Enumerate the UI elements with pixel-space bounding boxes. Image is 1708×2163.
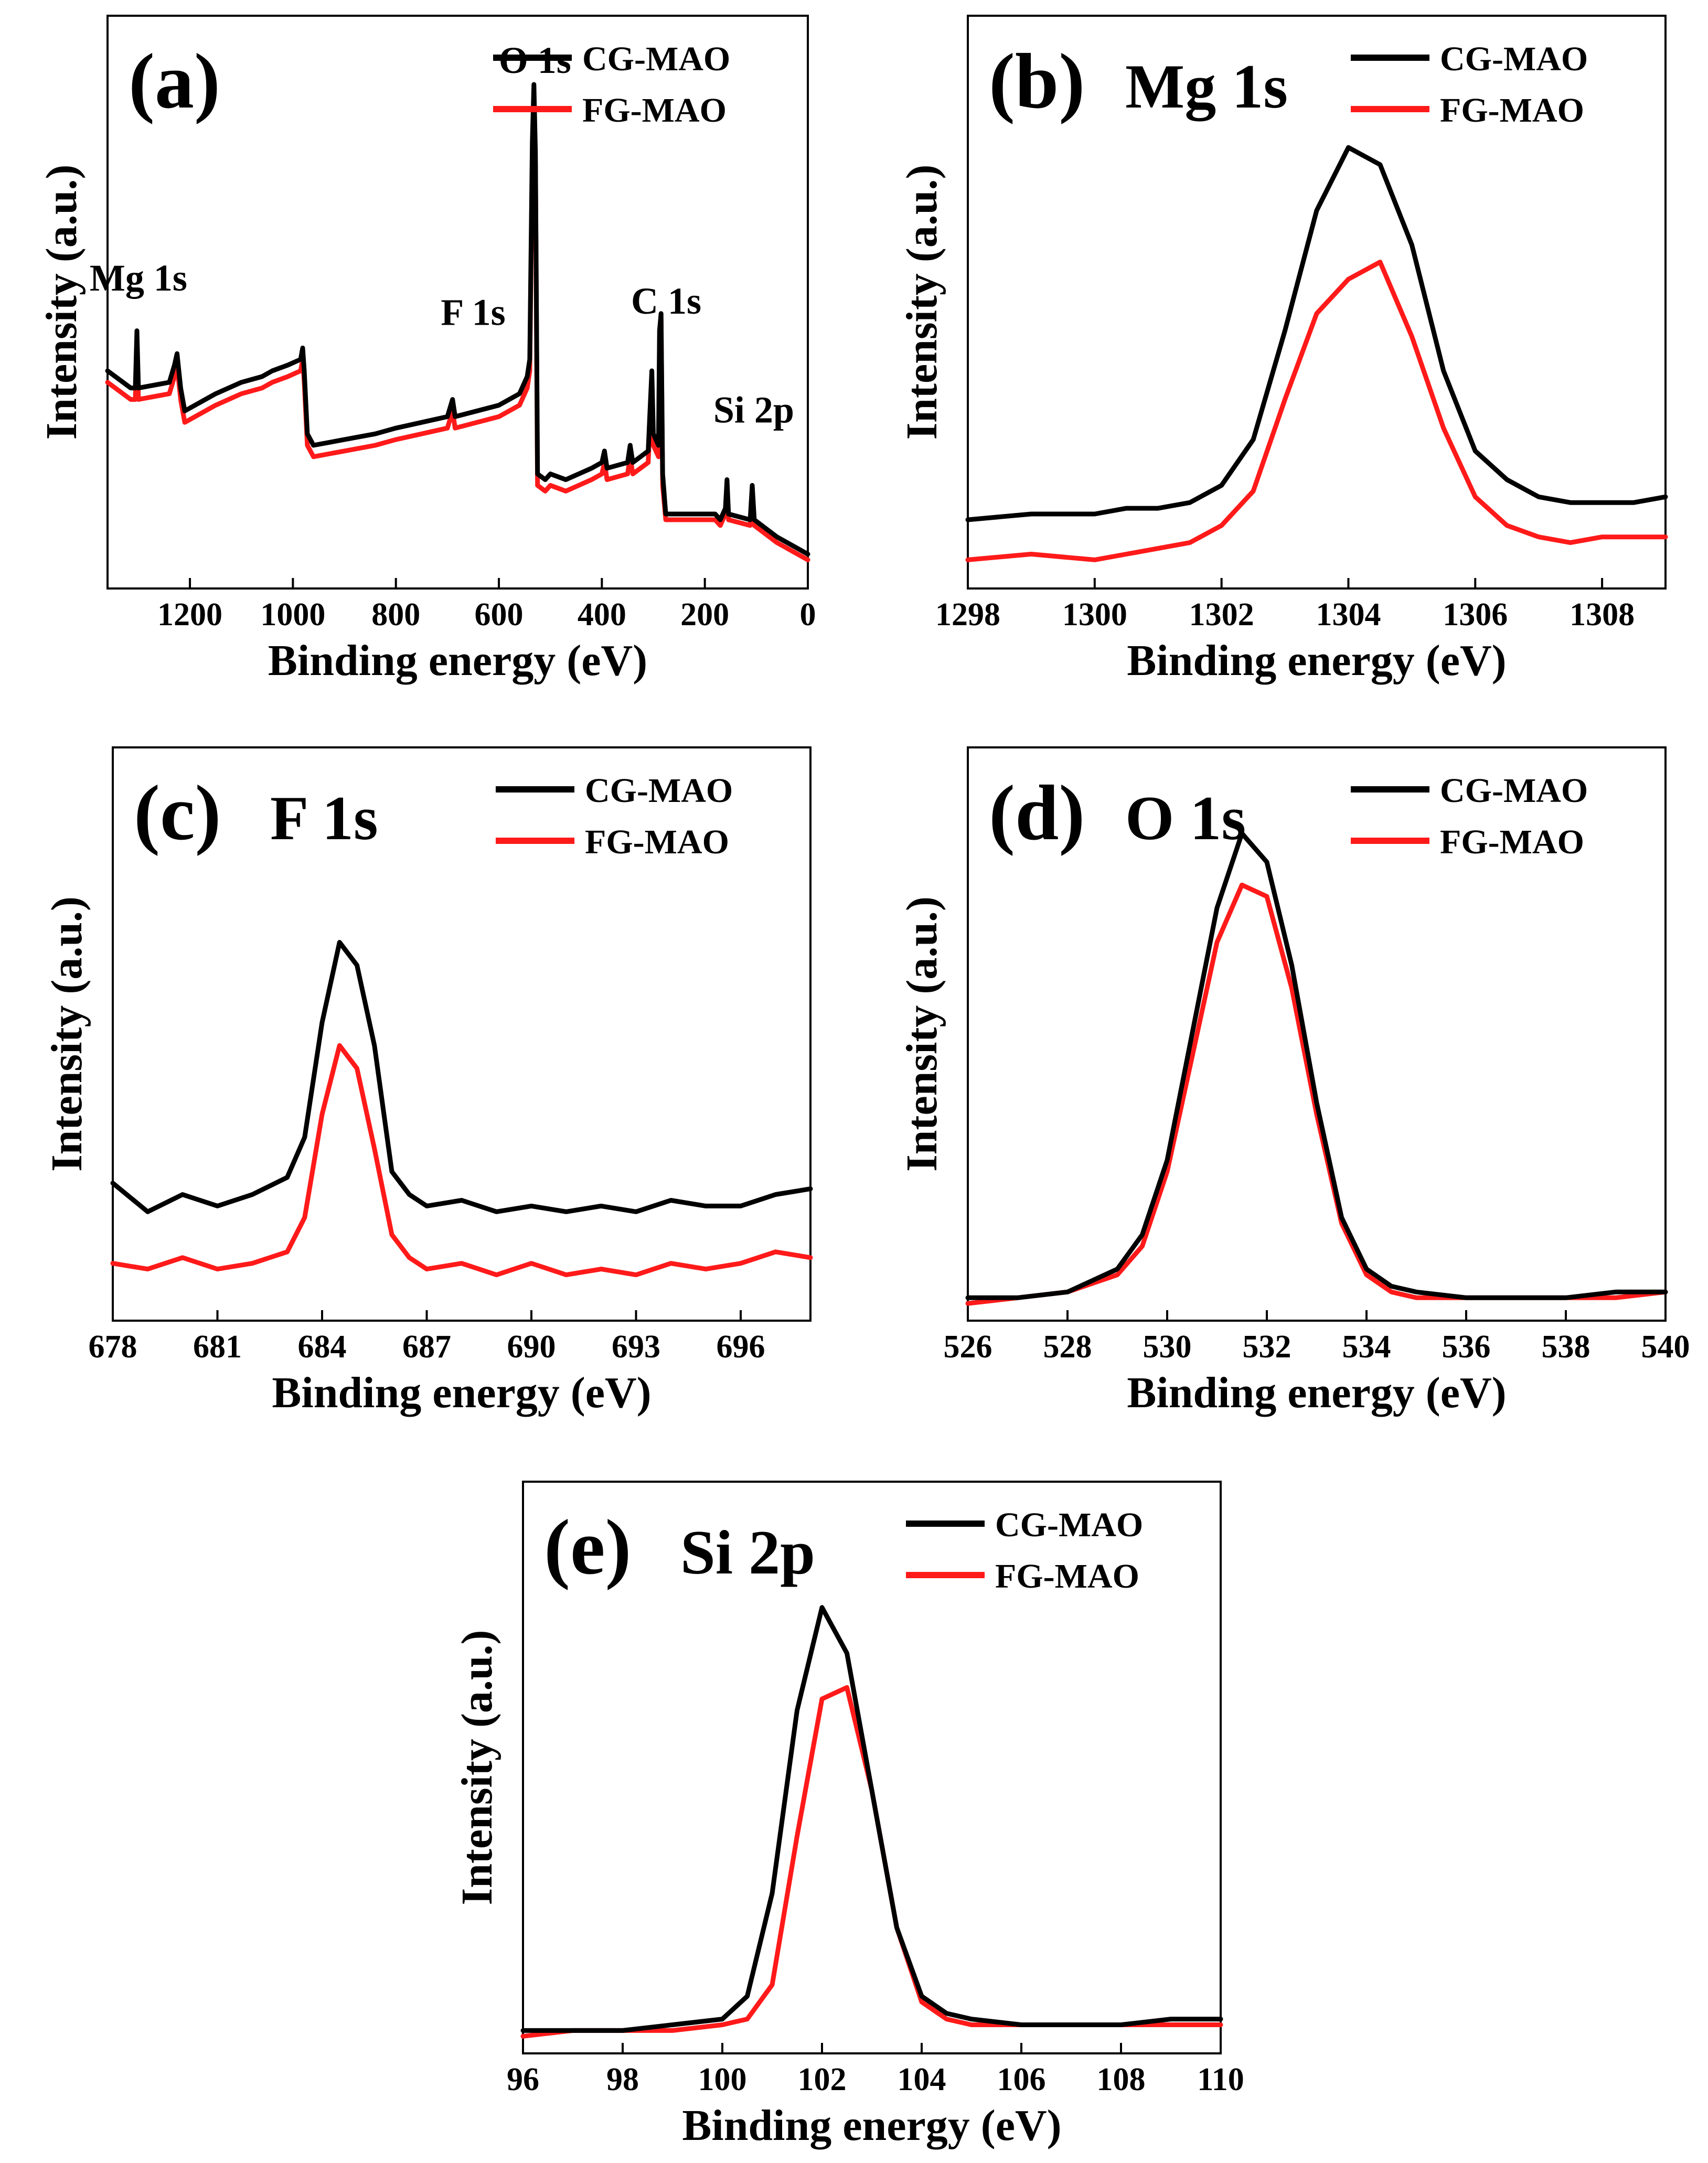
legend-label: CG-MAO [995,1506,1143,1544]
plot-frame [106,15,809,590]
plot-frame [522,1481,1222,2054]
x-tick-label: 600 [475,597,524,633]
legend: CG-MAO FG-MAO [493,40,730,130]
legend-label: FG-MAO [995,1557,1139,1596]
y-axis-title: Intensity (a.u.) [898,896,946,1172]
x-tick-label: 100 [698,2062,747,2097]
x-tick-label: 1200 [157,597,222,633]
x-tick-label: 1304 [1316,597,1381,633]
panel-a: 1200 1000 800 600 400 200 0 Binding energy (eV)… [37,15,816,685]
x-tick-label: 102 [798,2062,847,2097]
legend-label: FG-MAO [585,823,729,861]
panel-label: (d) [989,769,1085,856]
panel-e: 96 98 100 102 104 106 108 110 Binding energy (eV… [453,1481,1244,2150]
element-label: Si 2p [680,1517,815,1587]
x-tick-label: 1306 [1443,597,1508,633]
x-tick-label: 110 [1197,2062,1244,2097]
x-tick-label: 0 [800,597,816,633]
panel-label: (a) [129,38,220,125]
x-tick-label: 1300 [1062,597,1127,633]
panel-b: 1298 1300 1302 1304 1306 1308 Binding energy (… [898,15,1668,685]
series-line-fg-mao [110,1043,813,1278]
legend: CG-MAO FG-MAO [1351,40,1588,130]
x-tick-label: 800 [371,597,420,633]
legend-label: CG-MAO [585,772,733,810]
legend-label: CG-MAO [1440,772,1588,810]
plot-frame [967,15,1667,590]
panel-d: 526 528 530 532 534 536 538 540 Binding energy (… [898,746,1690,1417]
x-tick-label: 106 [997,2062,1046,2097]
x-axis-title: Binding energy (eV) [268,636,647,685]
legend: CG-MAO FG-MAO [906,1506,1143,1596]
x-tick-label: 1302 [1189,597,1254,633]
series-line-cg-mao [520,1605,1223,2033]
x-tick-label: 528 [1043,1329,1092,1365]
legend: CG-MAO FG-MAO [1351,772,1588,861]
x-tick-label: 536 [1442,1329,1491,1365]
x-axis-title: Binding energy (eV) [1127,1368,1506,1417]
series-line-cg-mao [965,831,1668,1300]
legend-label: CG-MAO [1440,40,1588,78]
panel-label: (c) [134,769,221,856]
legend-label: CG-MAO [582,40,730,78]
peak-label: Mg 1s [90,257,187,299]
x-tick-label: 1000 [260,597,325,633]
x-tick-label: 684 [298,1329,347,1365]
plot-frame [967,746,1667,1322]
peak-label: F 1s [441,292,505,334]
series-line-cg-mao [110,940,813,1214]
x-axis-title: Binding energy (eV) [1127,636,1506,685]
x-tick-label: 200 [680,597,729,633]
panel-label: (e) [544,1504,631,1591]
x-tick-label: 104 [898,2062,946,2097]
x-axis-title: Binding energy (eV) [272,1368,651,1417]
x-tick-label: 530 [1143,1329,1192,1365]
x-tick-label: 108 [1097,2062,1146,2097]
x-tick-label: 538 [1542,1329,1590,1365]
series-line-fg-mao [520,1685,1223,2039]
x-tick-label: 526 [944,1329,992,1365]
element-label: O 1s [1125,783,1246,853]
x-tick-label: 96 [507,2062,539,2097]
legend-label: FG-MAO [582,91,727,130]
y-axis-title: Intensity (a.u.) [37,164,86,440]
x-tick-label: 98 [606,2062,639,2097]
x-tick-label: 534 [1342,1329,1391,1365]
x-tick-label: 681 [193,1329,242,1365]
x-axis-title: Binding energy (eV) [682,2101,1061,2150]
x-tick-label: 693 [612,1329,660,1365]
element-label: Mg 1s [1125,51,1288,122]
x-tick-label: 540 [1641,1329,1690,1365]
y-axis-title: Intensity (a.u.) [42,896,91,1172]
series-line-cg-mao [105,82,810,556]
y-axis-title: Intensity (a.u.) [453,1630,501,1905]
x-tick-label: 400 [578,597,626,633]
peak-label: C 1s [631,280,701,322]
x-tick-label: 1298 [935,597,1000,633]
y-axis-title: Intensity (a.u.) [898,164,946,440]
panel-label: (b) [989,38,1085,125]
legend: CG-MAO FG-MAO [496,772,733,861]
element-label: F 1s [270,783,378,853]
x-tick-label: 532 [1243,1329,1291,1365]
peak-label: O 1s [499,39,571,81]
x-tick-label: 696 [717,1329,765,1365]
x-tick-label: 687 [402,1329,451,1365]
panel-c: 678 681 684 687 690 693 696 Binding energy (eV)… [42,746,813,1417]
plot-frame [112,746,812,1322]
legend-label: FG-MAO [1440,91,1584,130]
legend-label: FG-MAO [1440,823,1584,861]
series-line-fg-mao [965,260,1668,562]
peak-label: Si 2p [713,389,794,431]
x-tick-label: 678 [89,1329,137,1365]
series-line-cg-mao [965,145,1668,522]
x-tick-label: 1308 [1570,597,1635,633]
x-tick-label: 690 [507,1329,556,1365]
